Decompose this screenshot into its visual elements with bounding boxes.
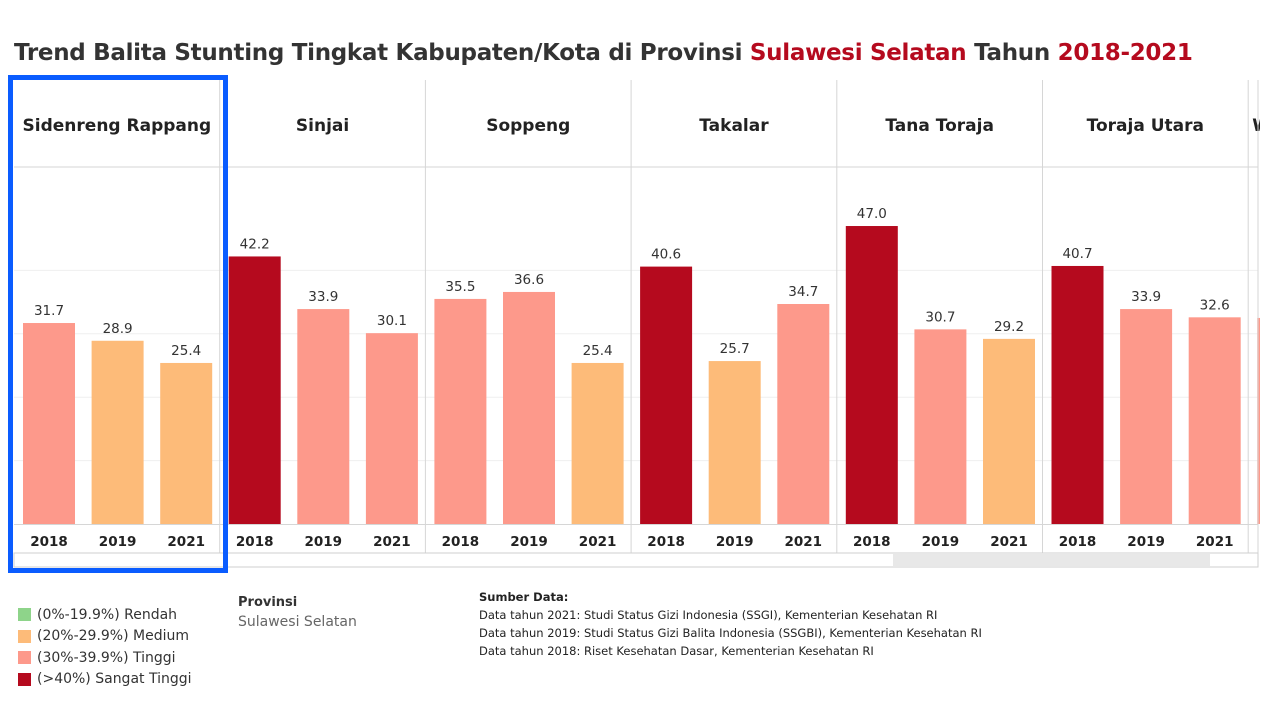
- x-tick-label: 2021: [373, 534, 411, 550]
- scrollbar-thumb[interactable]: [893, 554, 1210, 566]
- data-label: 31.7: [34, 303, 64, 319]
- x-tick-label: 2018: [647, 534, 685, 550]
- data-label: 30.7: [925, 309, 955, 325]
- title-province: Sulawesi Selatan: [749, 40, 967, 66]
- bar-chart: Sidenreng Rappang 31.7 2018 28.9 2019 25.4 202…: [13, 0, 1280, 580]
- x-tick-label: 2018: [30, 534, 68, 550]
- legend-label: (20%-29.9%) Medium: [37, 628, 189, 645]
- bar[interactable]: [160, 362, 213, 524]
- province-filter[interactable]: Provinsi Sulawesi Selatan: [238, 595, 357, 630]
- color-legend: (0%-19.9%) Rendah (20%-29.9%) Medium (30…: [18, 604, 192, 690]
- bar[interactable]: [434, 298, 487, 524]
- x-tick-label: 2019: [1127, 534, 1165, 550]
- bar[interactable]: [228, 256, 281, 524]
- data-label: 25.4: [171, 343, 201, 359]
- bar[interactable]: [708, 361, 761, 524]
- data-label: 29.2: [994, 319, 1024, 335]
- panel-header: Sidenreng Rappang: [23, 116, 212, 136]
- data-label: 33.9: [308, 289, 338, 305]
- legend-item-tinggi[interactable]: (30%-39.9%) Tinggi: [18, 647, 192, 669]
- legend-swatch: [18, 608, 31, 622]
- bar[interactable]: [1188, 317, 1241, 524]
- legend-label: (0%-19.9%) Rendah: [37, 606, 178, 623]
- panel-header: Takalar: [699, 116, 769, 136]
- x-tick-label: 2018: [236, 534, 274, 550]
- source-line: Data tahun 2021: Studi Status Gizi Indon…: [479, 608, 938, 622]
- panel-header: Soppeng: [486, 116, 570, 136]
- data-label: 47.0: [857, 206, 887, 222]
- x-tick-label: 2021: [785, 534, 823, 550]
- right-mask: [1260, 0, 1280, 580]
- legend-label: (>40%) Sangat Tinggi: [37, 671, 192, 688]
- legend-item-sangat-tinggi[interactable]: (>40%) Sangat Tinggi: [18, 669, 192, 691]
- data-label: 40.6: [651, 247, 681, 263]
- bar[interactable]: [571, 362, 624, 524]
- bar[interactable]: [23, 323, 75, 524]
- source-line: Data tahun 2019: Studi Status Gizi Balit…: [479, 626, 982, 640]
- data-label: 32.6: [1200, 297, 1230, 313]
- x-tick-label: 2018: [442, 534, 480, 550]
- legend-swatch: [18, 672, 31, 686]
- legend-swatch: [18, 629, 31, 643]
- bar[interactable]: [1051, 265, 1104, 524]
- x-tick-label: 2019: [716, 534, 754, 550]
- filter-value[interactable]: Sulawesi Selatan: [238, 614, 357, 630]
- legend-item-medium[interactable]: (20%-29.9%) Medium: [18, 626, 192, 648]
- x-tick-label: 2018: [1059, 534, 1097, 550]
- legend-item-rendah[interactable]: (0%-19.9%) Rendah: [18, 604, 192, 626]
- x-tick-label: 2018: [853, 534, 891, 550]
- data-label: 40.7: [1062, 246, 1092, 262]
- x-tick-label: 2019: [305, 534, 343, 550]
- x-tick-label: 2019: [510, 534, 548, 550]
- x-tick-label: 2021: [167, 534, 205, 550]
- data-label: 25.4: [583, 343, 613, 359]
- data-label: 30.1: [377, 313, 407, 329]
- bar[interactable]: [640, 266, 693, 524]
- legend-swatch: [18, 651, 31, 665]
- bar[interactable]: [845, 226, 898, 524]
- title-text-mid: Tahun: [966, 40, 1058, 66]
- x-tick-label: 2021: [579, 534, 617, 550]
- source-heading: Sumber Data:: [479, 590, 569, 604]
- title-text: Trend Balita Stunting Tingkat Kabupaten/…: [14, 40, 750, 66]
- data-label: 33.9: [1131, 289, 1161, 305]
- bar[interactable]: [914, 329, 967, 524]
- bar[interactable]: [91, 340, 144, 524]
- data-label: 42.2: [240, 236, 270, 252]
- filter-label: Provinsi: [238, 595, 298, 610]
- data-label: 35.5: [445, 279, 475, 295]
- x-tick-label: 2019: [922, 534, 960, 550]
- legend-label: (30%-39.9%) Tinggi: [37, 649, 176, 666]
- x-tick-label: 2021: [1196, 534, 1234, 550]
- bar[interactable]: [503, 291, 555, 524]
- data-source: Sumber Data: Data tahun 2021: Studi Stat…: [479, 588, 982, 660]
- bar[interactable]: [983, 338, 1035, 524]
- panel-header: Tana Toraja: [885, 116, 994, 136]
- data-label: 36.6: [514, 272, 544, 288]
- bar[interactable]: [297, 309, 350, 524]
- highlight-box: [8, 75, 228, 573]
- data-label: 28.9: [103, 321, 133, 337]
- title-years: 2018-2021: [1057, 40, 1193, 66]
- bar[interactable]: [365, 333, 418, 524]
- panel-header: Sinjai: [296, 116, 349, 136]
- source-line: Data tahun 2018: Riset Kesehatan Dasar, …: [479, 644, 874, 658]
- bar[interactable]: [777, 304, 830, 524]
- data-label: 25.7: [720, 341, 750, 357]
- chart-title: Trend Balita Stunting Tingkat Kabupaten/…: [14, 40, 1193, 66]
- x-tick-label: 2019: [99, 534, 137, 550]
- panel-header: Toraja Utara: [1087, 116, 1204, 136]
- bar[interactable]: [1120, 309, 1173, 524]
- data-label: 34.7: [788, 284, 818, 300]
- x-tick-label: 2021: [990, 534, 1028, 550]
